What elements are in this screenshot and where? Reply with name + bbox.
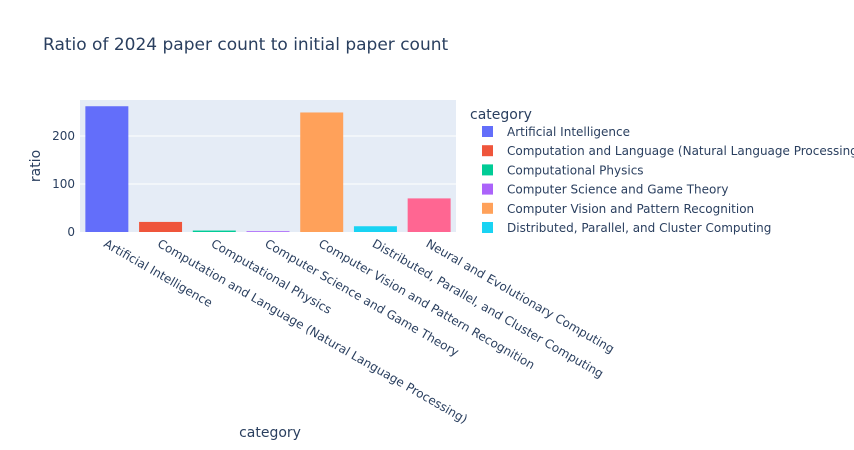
- x-tick-label: Distributed, Parallel, and Cluster Compu…: [370, 236, 606, 380]
- y-tick-label: 200: [52, 129, 75, 143]
- legend-entry: Computation and Language (Natural Langua…: [507, 144, 854, 158]
- legend-swatch: [482, 145, 493, 157]
- chart-title: Ratio of 2024 paper count to initial pap…: [43, 35, 448, 55]
- legend-swatch: [482, 183, 493, 195]
- y-axis-ticks: 0 100 200: [52, 129, 75, 239]
- bar: [192, 230, 236, 232]
- legend-swatch: [482, 222, 493, 233]
- plot-area: [80, 100, 456, 232]
- legend-swatch: [482, 164, 493, 176]
- y-axis-title: ratio: [28, 150, 44, 182]
- legend-swatch: [482, 202, 493, 214]
- legend-entry: Distributed, Parallel, and Cluster Compu…: [507, 221, 771, 235]
- bar: [300, 112, 344, 232]
- x-axis-title: category: [239, 425, 301, 441]
- legend: category Artificial Intelligence Computat…: [470, 107, 854, 235]
- legend-entry: Computer Vision and Pattern Recognition: [507, 202, 754, 216]
- bar: [353, 226, 397, 232]
- bar: [139, 221, 183, 232]
- legend-entry: Computer Science and Game Theory: [507, 183, 728, 197]
- legend-entry: Artificial Intelligence: [507, 125, 630, 139]
- bar: [246, 231, 290, 232]
- legend-title: category: [470, 107, 532, 123]
- y-tick-label: 0: [67, 225, 75, 239]
- bars: [85, 106, 451, 232]
- bar: [85, 106, 129, 232]
- gridlines: [80, 135, 456, 185]
- legend-swatch: [482, 126, 493, 137]
- legend-entry: Computational Physics: [507, 163, 644, 177]
- bar: [407, 198, 451, 232]
- y-tick-label: 100: [52, 177, 75, 191]
